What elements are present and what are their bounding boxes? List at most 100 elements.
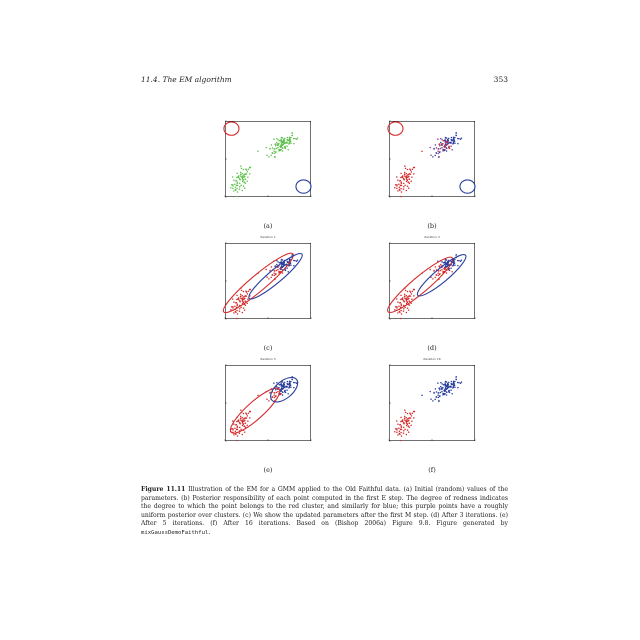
caption-text: Illustration of the EM for a GMM applied… <box>141 486 508 528</box>
data-point <box>440 385 442 388</box>
data-point <box>401 298 404 300</box>
data-point <box>450 389 452 391</box>
data-point <box>413 288 415 291</box>
data-point <box>233 312 235 314</box>
data-point <box>239 186 241 188</box>
data-point <box>281 388 283 391</box>
data-point <box>442 262 445 264</box>
red-gaussian-ellipse <box>223 121 240 136</box>
data-point <box>433 147 435 150</box>
data-point <box>275 147 278 150</box>
data-point <box>409 291 412 293</box>
data-point <box>270 154 272 157</box>
data-point <box>235 302 237 304</box>
data-point <box>396 427 398 430</box>
data-point <box>232 185 234 187</box>
data-point <box>410 415 413 417</box>
data-point <box>444 384 447 386</box>
data-point <box>257 394 259 397</box>
data-point <box>408 294 410 297</box>
data-point <box>453 260 455 263</box>
data-point <box>236 184 239 187</box>
data-point <box>406 423 409 426</box>
data-point <box>437 152 440 155</box>
data-point <box>435 274 438 276</box>
data-point <box>274 143 276 145</box>
data-point <box>440 388 443 390</box>
data-point <box>438 388 441 391</box>
data-point <box>401 176 404 178</box>
data-point <box>274 151 277 154</box>
data-point <box>288 383 290 385</box>
data-point <box>406 301 409 304</box>
data-point <box>450 142 452 144</box>
data-point <box>404 297 406 300</box>
data-point <box>407 309 410 311</box>
data-point <box>441 139 443 141</box>
data-point <box>438 387 440 389</box>
data-point <box>404 175 406 178</box>
data-point <box>273 148 276 150</box>
data-point <box>238 421 241 424</box>
data-point <box>232 305 234 308</box>
data-point <box>402 177 405 180</box>
data-point <box>236 181 238 183</box>
data-point <box>239 293 242 296</box>
data-point <box>402 310 405 312</box>
data-point <box>400 303 402 305</box>
data-point <box>397 434 399 436</box>
data-point <box>240 167 243 170</box>
data-point <box>409 295 412 297</box>
data-point <box>244 416 246 419</box>
data-point <box>284 269 287 271</box>
data-point <box>231 298 234 300</box>
data-point <box>400 304 403 306</box>
data-point <box>230 309 232 311</box>
data-point <box>282 382 285 385</box>
data-point <box>243 309 246 311</box>
data-point <box>409 168 411 170</box>
data-point <box>410 424 412 426</box>
section-title: 11.4. The EM algorithm <box>141 75 232 84</box>
data-point <box>273 396 276 399</box>
data-point <box>400 181 402 183</box>
data-point <box>275 269 278 272</box>
data-point <box>450 380 453 383</box>
data-point <box>444 266 446 269</box>
data-point <box>403 415 406 418</box>
data-point <box>247 168 250 171</box>
data-point <box>408 297 410 300</box>
data-point <box>397 423 399 425</box>
data-point <box>284 147 287 149</box>
scatter-plot <box>387 120 476 198</box>
data-point <box>236 304 239 306</box>
data-point <box>451 149 453 151</box>
data-point <box>282 384 284 386</box>
data-point <box>244 304 247 307</box>
data-point <box>437 150 439 152</box>
data-point <box>234 183 236 185</box>
data-point <box>239 308 241 310</box>
data-point <box>234 310 237 313</box>
data-point <box>273 394 275 396</box>
data-point <box>266 154 268 156</box>
blue-gaussian-ellipse <box>295 179 312 194</box>
data-point <box>435 147 438 149</box>
data-point <box>268 400 270 402</box>
data-point <box>441 146 443 149</box>
data-point <box>458 137 460 140</box>
data-point <box>249 166 251 169</box>
data-point <box>281 137 284 139</box>
scatter-plot <box>222 242 312 320</box>
data-point <box>396 183 398 186</box>
panel-label: (f) <box>428 466 436 474</box>
data-point <box>277 146 279 149</box>
data-point <box>274 156 276 159</box>
data-point <box>236 303 238 305</box>
data-point <box>241 180 244 183</box>
data-point <box>243 425 245 427</box>
data-point <box>230 184 233 186</box>
data-point <box>406 290 409 293</box>
data-point <box>274 395 277 398</box>
panel-f: iteration 16 <box>388 357 476 442</box>
